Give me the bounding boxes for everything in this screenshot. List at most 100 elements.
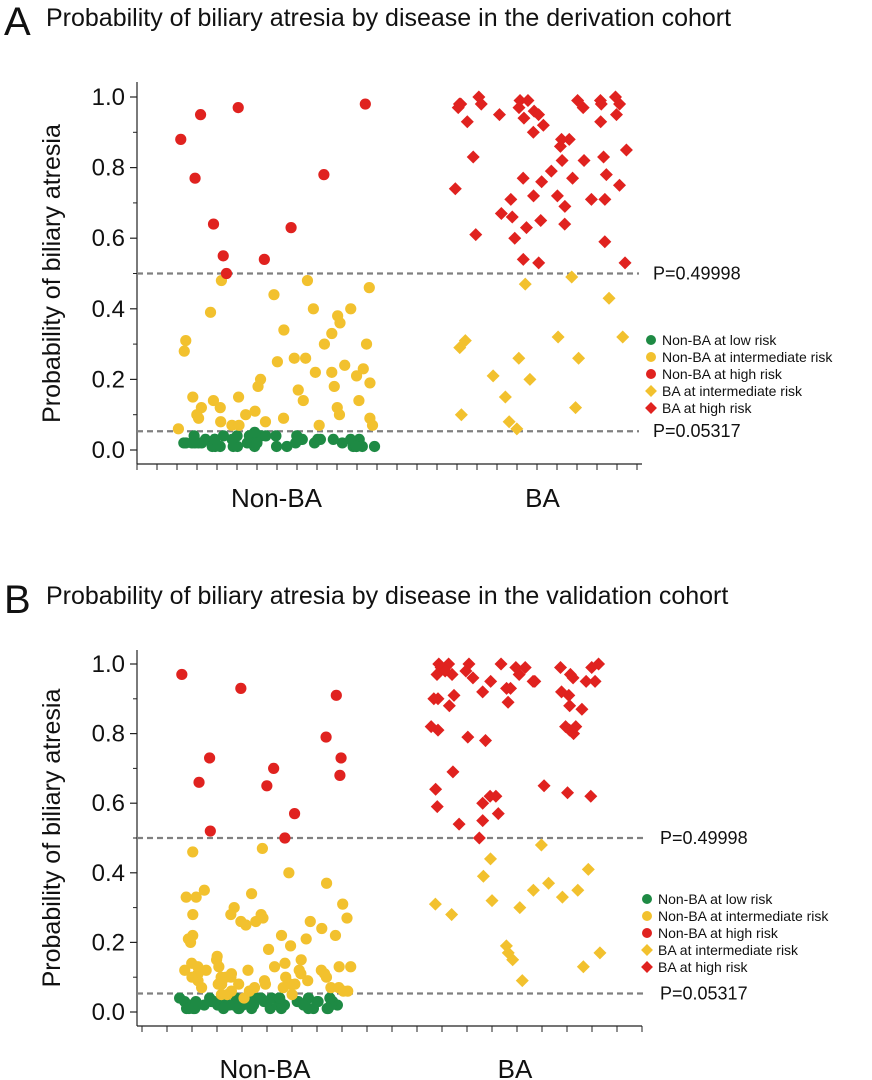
panel-a-point-non-ba-at-low-risk [217, 430, 230, 442]
panel-b-legend-marker-non-ba-at-high-risk [642, 928, 652, 938]
panel-a-point-ba-at-intermediate-risk [523, 372, 537, 386]
panel-a-point-ba-at-intermediate-risk [518, 277, 532, 291]
panel-b-point-non-ba-at-intermediate-risk [289, 978, 301, 990]
panel-b-point-non-ba-at-intermediate-risk [300, 933, 312, 945]
panel-a-point-ba-at-intermediate-risk [510, 422, 524, 436]
panel-a-point-non-ba-at-intermediate-risk [204, 306, 217, 318]
panel-b-point-ba-at-intermediate-risk [513, 901, 527, 915]
panel-a-point-non-ba-at-intermediate-risk [326, 366, 338, 378]
panel-b-point-ba-at-intermediate-risk [483, 852, 498, 866]
panel-a-point-ba-at-high-risk [505, 210, 519, 224]
panel-a-point-non-ba-at-low-risk [336, 437, 348, 449]
panel-b-point-non-ba-at-intermediate-risk [255, 908, 267, 921]
panel-b-legend-label-non-ba-at-high-risk: Non-BA at high risk [658, 925, 779, 941]
panel-a-point-ba-at-high-risk [594, 115, 608, 129]
panel-b-point-ba-at-high-risk [462, 657, 476, 671]
panel-a-point-non-ba-at-low-risk [251, 437, 263, 449]
panel-b-point-non-ba-at-intermediate-risk [284, 940, 297, 952]
panel-b-point-non-ba-at-intermediate-risk [279, 957, 291, 969]
panel-b-point-ba-at-high-risk [432, 657, 446, 671]
panel-b-point-non-ba-at-intermediate-risk [187, 908, 199, 921]
panel-b-point-ba-at-high-risk [446, 765, 460, 779]
panel-a-point-ba-at-high-risk [609, 108, 623, 122]
panel-b-point-ba-at-high-risk [501, 695, 515, 709]
panel-b-point-non-ba-at-high-risk [279, 832, 291, 844]
panel-a-point-non-ba-at-intermediate-risk [333, 409, 346, 421]
panel-b-point-non-ba-at-intermediate-risk [238, 992, 250, 1004]
panel-a-point-non-ba-at-intermediate-risk [278, 324, 290, 336]
panel-b-legend-label-non-ba-at-intermediate-risk: Non-BA at intermediate risk [658, 908, 829, 924]
panel-a-point-ba-at-high-risk [535, 175, 549, 189]
panel-b-category-label-non-ba: Non-BA [219, 1054, 311, 1080]
panel-b-point-non-ba-at-intermediate-risk [190, 891, 202, 903]
panel-a-point-ba-at-intermediate-risk [565, 270, 579, 284]
panel-a-point-non-ba-at-intermediate-risk [232, 391, 245, 403]
panel-b-point-non-ba-at-high-risk [261, 780, 273, 792]
panel-b-point-ba-at-high-risk [438, 664, 452, 678]
panel-a-title: Probability of biliary atresia by diseas… [46, 4, 732, 32]
panel-b-point-non-ba-at-intermediate-risk [316, 922, 328, 935]
panel-b-point-non-ba-at-intermediate-risk [256, 842, 268, 855]
panel-a-point-non-ba-at-low-risk [308, 437, 321, 449]
panel-a-legend-marker-non-ba-at-high-risk [646, 369, 656, 379]
panel-b-point-non-ba-at-intermediate-risk [302, 975, 314, 987]
panel-a-point-non-ba-at-intermediate-risk [366, 419, 379, 431]
panel-b-point-ba-at-high-risk [479, 734, 493, 748]
panel-b-point-non-ba-at-intermediate-risk [198, 884, 210, 896]
panel-b-point-ba-at-intermediate-risk [526, 883, 540, 897]
panel-a-point-non-ba-at-intermediate-risk [328, 380, 340, 393]
panel-a-point-non-ba-at-intermediate-risk [334, 317, 346, 329]
panel-b-point-non-ba-at-intermediate-risk [286, 989, 298, 1001]
panel-a-threshold-label-0: P=0.49998 [653, 264, 741, 284]
panel-a-point-non-ba-at-high-risk [285, 222, 297, 234]
panel-a-point-non-ba-at-high-risk [207, 218, 220, 230]
panel-b-point-ba-at-high-risk [579, 674, 593, 688]
panel-a-point-ba-at-intermediate-risk [569, 401, 583, 415]
panel-a-point-non-ba-at-low-risk [209, 433, 221, 446]
panel-a-point-ba-at-high-risk [577, 154, 591, 168]
panel-a-point-non-ba-at-intermediate-risk [233, 419, 245, 431]
panel-a-y-tick-label: 0.8 [92, 155, 125, 182]
panel-b-point-ba-at-high-risk [575, 702, 589, 716]
panel-b-threshold-label-1: P=0.05317 [660, 983, 748, 1003]
panel-a-point-non-ba-at-intermediate-risk [180, 334, 192, 347]
panel-b-point-non-ba-at-high-risk [268, 762, 280, 774]
panel-b-point-non-ba-at-low-risk [174, 992, 186, 1004]
panel-b-point-non-ba-at-low-risk [311, 995, 323, 1008]
panel-b-title: Probability of biliary atresia by diseas… [46, 582, 729, 610]
panel-b-point-ba-at-high-risk [528, 674, 542, 688]
panel-b-point-non-ba-at-intermediate-risk [329, 929, 342, 942]
panel-b-point-non-ba-at-intermediate-risk [220, 971, 232, 983]
panel-a-point-ba-at-intermediate-risk [498, 390, 512, 404]
panel-b-point-ba-at-intermediate-risk [501, 946, 515, 960]
panel-a-point-non-ba-at-high-risk [318, 169, 330, 181]
panel-a-point-ba-at-high-risk [516, 252, 530, 266]
panel-b-point-non-ba-at-intermediate-risk [192, 961, 204, 973]
panel-b-legend-label-non-ba-at-low-risk: Non-BA at low risk [658, 891, 773, 907]
panel-b-y-tick-label: 0.2 [92, 929, 125, 956]
panel-a-point-ba-at-high-risk [494, 206, 508, 220]
panel-a-point-ba-at-high-risk [598, 235, 612, 249]
panel-a-point-ba-at-high-risk [532, 256, 546, 270]
panel-b-point-non-ba-at-intermediate-risk [235, 915, 247, 928]
panel-b-point-ba-at-intermediate-risk [515, 974, 529, 988]
panel-a-point-ba-at-intermediate-risk [616, 330, 630, 344]
panel-a-point-ba-at-high-risk [599, 168, 613, 182]
panel-a-legend-label-non-ba-at-low-risk: Non-BA at low risk [662, 332, 777, 348]
panel-a-point-ba-at-high-risk [555, 154, 569, 168]
panel-b-point-ba-at-high-risk [472, 831, 486, 845]
panel-b-point-non-ba-at-intermediate-risk [268, 961, 281, 973]
panel-b-point-ba-at-intermediate-risk [555, 890, 569, 904]
panel-b-point-ba-at-high-risk [424, 720, 438, 734]
panel-b-point-non-ba-at-intermediate-risk [304, 915, 316, 928]
panel-a-point-ba-at-high-risk [562, 132, 576, 146]
panel-a-point-ba-at-intermediate-risk [453, 341, 467, 355]
panel-b-point-ba-at-intermediate-risk [428, 897, 442, 911]
panel-a-point-non-ba-at-intermediate-risk [178, 345, 190, 357]
panel-a-point-ba-at-intermediate-risk [602, 291, 616, 305]
panel-b-point-non-ba-at-high-risk [235, 682, 247, 694]
panel-a-point-non-ba-at-high-risk [220, 267, 233, 280]
panel-b-point-ba-at-intermediate-risk [485, 894, 499, 908]
panel-b-threshold-label-0: P=0.49998 [660, 828, 748, 848]
panel-b-point-ba-at-high-risk [461, 730, 475, 744]
